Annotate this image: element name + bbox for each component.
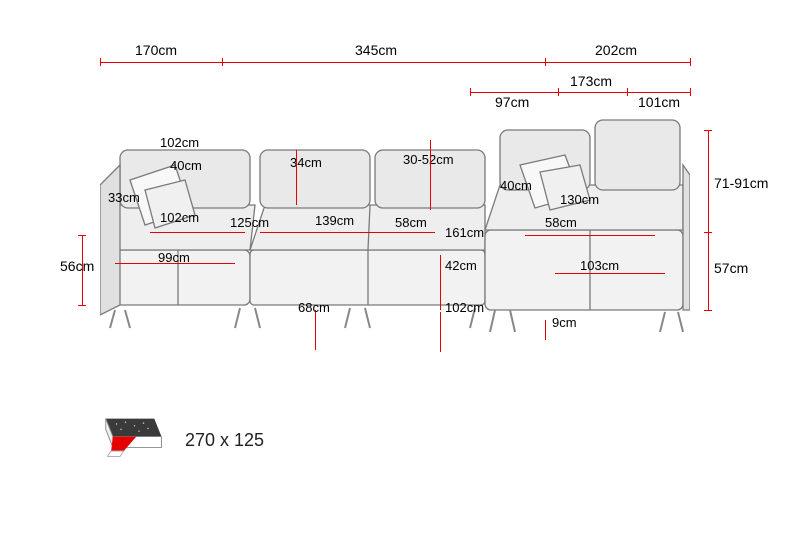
- red-guide: [260, 232, 435, 233]
- dim-97: 97cm: [495, 94, 529, 110]
- dim-line-102low: [440, 312, 441, 352]
- tick: [690, 88, 691, 96]
- dim-line-right: [708, 130, 709, 310]
- tick: [704, 130, 712, 131]
- dim-161: 161cm: [445, 225, 484, 240]
- tick: [470, 88, 471, 96]
- diagram-canvas: 170cm 345cm 202cm 173cm 97cm 101cm 56cm …: [0, 0, 800, 533]
- tick: [78, 235, 86, 236]
- dim-71-91: 71-91cm: [714, 175, 768, 191]
- tick: [100, 58, 101, 66]
- tick: [222, 58, 223, 66]
- dim-345: 345cm: [355, 42, 397, 58]
- dim-68: 68cm: [298, 300, 330, 315]
- dim-139: 139cm: [315, 213, 354, 228]
- dim-56: 56cm: [60, 258, 94, 274]
- dim-line-top: [100, 62, 690, 63]
- red-guide: [150, 232, 245, 233]
- tick: [704, 232, 712, 233]
- tick: [704, 310, 712, 311]
- red-guide: [555, 273, 665, 274]
- dim-57: 57cm: [714, 260, 748, 276]
- dim-173: 173cm: [570, 73, 612, 89]
- dim-9: 9cm: [552, 315, 577, 330]
- dim-34: 34cm: [290, 155, 322, 170]
- tick: [545, 58, 546, 66]
- dim-130: 130cm: [560, 192, 599, 207]
- red-guide: [525, 235, 655, 236]
- dim-40-left: 40cm: [170, 158, 202, 173]
- dim-line-9: [545, 320, 546, 340]
- dim-42: 42cm: [445, 258, 477, 273]
- bed-icon: [95, 415, 165, 460]
- dim-33: 33cm: [108, 190, 140, 205]
- bed-size-label: 270 x 125: [185, 430, 264, 451]
- dim-102-left: 102cm: [160, 210, 199, 225]
- dim-170: 170cm: [135, 42, 177, 58]
- dim-line-68: [315, 310, 316, 350]
- dim-102-low: 102cm: [445, 300, 484, 315]
- tick: [627, 88, 628, 96]
- dim-line-42: [440, 255, 441, 310]
- tick: [78, 305, 86, 306]
- dim-202: 202cm: [595, 42, 637, 58]
- dim-line-sub: [470, 92, 690, 93]
- dim-103: 103cm: [580, 258, 619, 273]
- dim-101: 101cm: [638, 94, 680, 110]
- red-guide: [296, 150, 297, 205]
- dim-58-right: 58cm: [545, 215, 577, 230]
- red-guide: [430, 140, 431, 210]
- tick: [690, 58, 691, 66]
- dim-30-52: 30-52cm: [403, 152, 454, 167]
- dim-102-upper: 102cm: [160, 135, 199, 150]
- red-guide: [115, 263, 235, 264]
- dim-125: 125cm: [230, 215, 269, 230]
- tick: [558, 88, 559, 96]
- dim-40-right: 40cm: [500, 178, 532, 193]
- dim-58: 58cm: [395, 215, 427, 230]
